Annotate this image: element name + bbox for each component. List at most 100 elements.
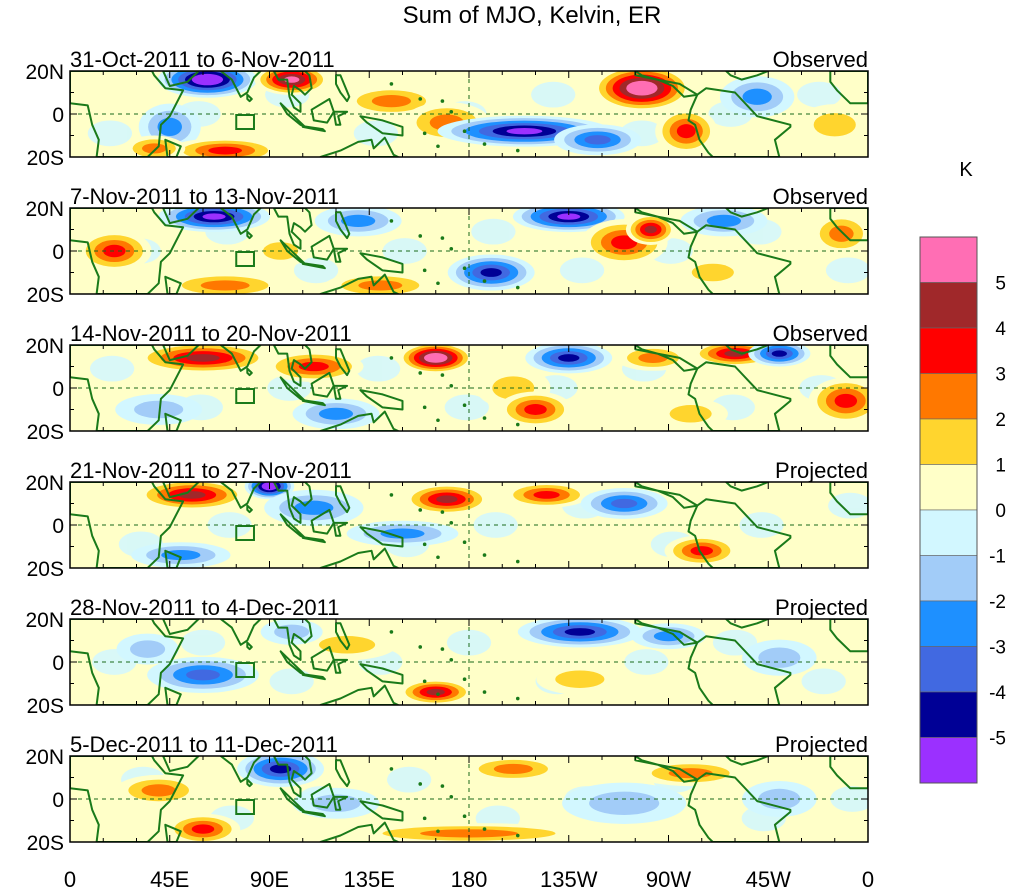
coastline xyxy=(162,619,200,635)
island xyxy=(515,148,520,153)
island xyxy=(418,645,423,649)
colorbar-tick-label: -2 xyxy=(989,592,1006,613)
x-tick-label: 0 xyxy=(862,867,874,889)
coastline xyxy=(246,504,253,514)
y-tick-label: 0 xyxy=(52,104,64,127)
island xyxy=(449,110,454,114)
contour-anomaly xyxy=(403,483,491,515)
panel-type-label: Projected xyxy=(775,595,868,620)
contour-weak-negative xyxy=(828,492,868,519)
x-tick-label: 135W xyxy=(540,867,598,889)
contour-level xyxy=(186,354,220,362)
island xyxy=(515,696,520,701)
coastline xyxy=(725,345,770,355)
contour-level xyxy=(200,280,250,291)
contour-anomaly xyxy=(517,619,642,648)
island xyxy=(389,767,394,771)
coastline xyxy=(279,376,306,402)
contour-level xyxy=(653,631,684,642)
y-tick-label: 0 xyxy=(52,241,64,264)
coastline xyxy=(279,513,306,539)
coastline xyxy=(301,536,326,544)
contour-anomaly xyxy=(292,398,380,430)
island xyxy=(462,540,467,544)
contour-anomaly xyxy=(292,787,380,819)
coastline xyxy=(332,110,349,126)
island xyxy=(389,219,394,223)
contour-anomaly xyxy=(463,756,563,782)
coastline xyxy=(359,389,404,411)
contour-level xyxy=(644,225,657,234)
contour-anomaly xyxy=(237,756,325,787)
panel-type-label: Observed xyxy=(773,47,868,72)
contour-level xyxy=(611,498,638,509)
panel-type-label: Projected xyxy=(775,732,868,757)
coastline xyxy=(164,686,182,705)
y-tick-label: 20N xyxy=(25,198,64,221)
island xyxy=(418,371,423,375)
coastline xyxy=(301,810,326,818)
coastline xyxy=(162,208,200,225)
coastline xyxy=(335,485,351,514)
contour-anomaly xyxy=(525,345,613,374)
contour-level xyxy=(555,670,605,688)
coastline xyxy=(279,102,306,128)
colorbar-tick-label: -1 xyxy=(989,547,1006,568)
coastline xyxy=(634,756,699,783)
island xyxy=(436,144,440,149)
contour-anomaly xyxy=(314,208,402,237)
contour-anomaly xyxy=(664,535,739,567)
contour-level xyxy=(341,214,376,227)
contour-anomaly xyxy=(653,398,728,430)
y-tick-label: 20N xyxy=(25,609,64,632)
coastline xyxy=(634,619,699,646)
map-panel: 20N 0 20S 28-Nov-2011 to 4-Dec-2011 Projecte… xyxy=(25,595,869,718)
colorbar-segment xyxy=(919,373,978,420)
contour-anomaly xyxy=(115,774,203,806)
coastline xyxy=(359,663,404,685)
island xyxy=(389,356,394,360)
contour-anomaly xyxy=(536,663,624,695)
island xyxy=(389,82,394,86)
coastline xyxy=(162,345,200,362)
coastline xyxy=(164,549,182,568)
region-box xyxy=(235,799,255,815)
coastline xyxy=(359,115,404,137)
contour-anomaly xyxy=(163,272,288,294)
coastline xyxy=(332,521,349,537)
coastline xyxy=(634,482,699,509)
y-tick-label: 20S xyxy=(27,832,64,855)
colorbar-segment xyxy=(919,691,978,738)
island xyxy=(482,827,487,831)
coastline xyxy=(725,619,770,629)
coastline xyxy=(164,412,182,431)
contour-level xyxy=(669,405,712,423)
coastline xyxy=(359,526,404,548)
coastline xyxy=(332,384,349,400)
contour-level xyxy=(589,791,660,815)
coastline xyxy=(829,208,868,242)
contour-level xyxy=(319,636,376,654)
coastline xyxy=(310,98,335,124)
coastline xyxy=(301,673,326,681)
coastline xyxy=(335,74,351,103)
x-tick-label: 90E xyxy=(250,867,289,889)
contour-level xyxy=(813,113,856,137)
island xyxy=(418,508,423,512)
coastline xyxy=(725,482,770,492)
colorbar-tick-label: 4 xyxy=(995,319,1006,340)
x-tick-label: 0 xyxy=(64,867,76,889)
contour-level xyxy=(198,76,217,83)
coastline xyxy=(310,234,335,261)
colorbar-segment xyxy=(919,464,978,511)
contour-weak-negative xyxy=(825,257,868,284)
coastline xyxy=(310,783,335,809)
coastline xyxy=(246,230,253,240)
colorbar-segment xyxy=(919,236,978,283)
contour-level xyxy=(318,407,354,420)
y-tick-label: 20N xyxy=(25,472,64,495)
coastlines xyxy=(70,756,868,842)
colorbar-tick-label: -4 xyxy=(989,683,1006,704)
contour-level xyxy=(371,95,411,108)
contour-level xyxy=(584,135,611,145)
